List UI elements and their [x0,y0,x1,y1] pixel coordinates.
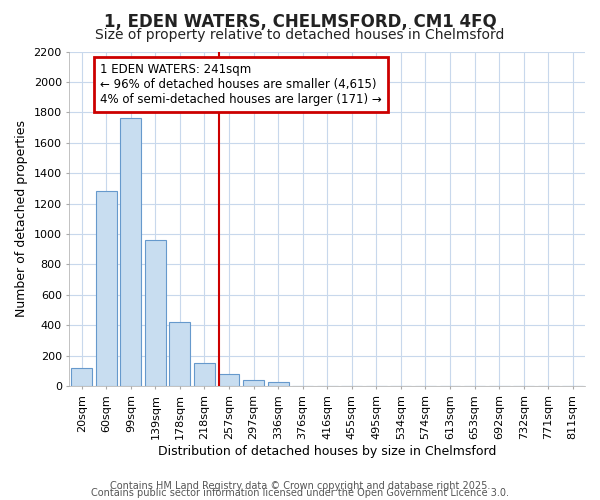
Text: Contains public sector information licensed under the Open Government Licence 3.: Contains public sector information licen… [91,488,509,498]
Text: 1 EDEN WATERS: 241sqm
← 96% of detached houses are smaller (4,615)
4% of semi-de: 1 EDEN WATERS: 241sqm ← 96% of detached … [100,63,382,106]
Y-axis label: Number of detached properties: Number of detached properties [15,120,28,318]
X-axis label: Distribution of detached houses by size in Chelmsford: Distribution of detached houses by size … [158,444,496,458]
Text: 1, EDEN WATERS, CHELMSFORD, CM1 4FQ: 1, EDEN WATERS, CHELMSFORD, CM1 4FQ [104,12,496,30]
Text: Contains HM Land Registry data © Crown copyright and database right 2025.: Contains HM Land Registry data © Crown c… [110,481,490,491]
Bar [121,118,141,386]
Bar [71,368,92,386]
Text: Size of property relative to detached houses in Chelmsford: Size of property relative to detached ho… [95,28,505,42]
Bar [268,382,289,386]
Bar [218,374,239,386]
Bar [145,240,166,386]
Bar [194,362,215,386]
Bar [96,192,117,386]
Bar [169,322,190,386]
Bar [243,380,264,386]
